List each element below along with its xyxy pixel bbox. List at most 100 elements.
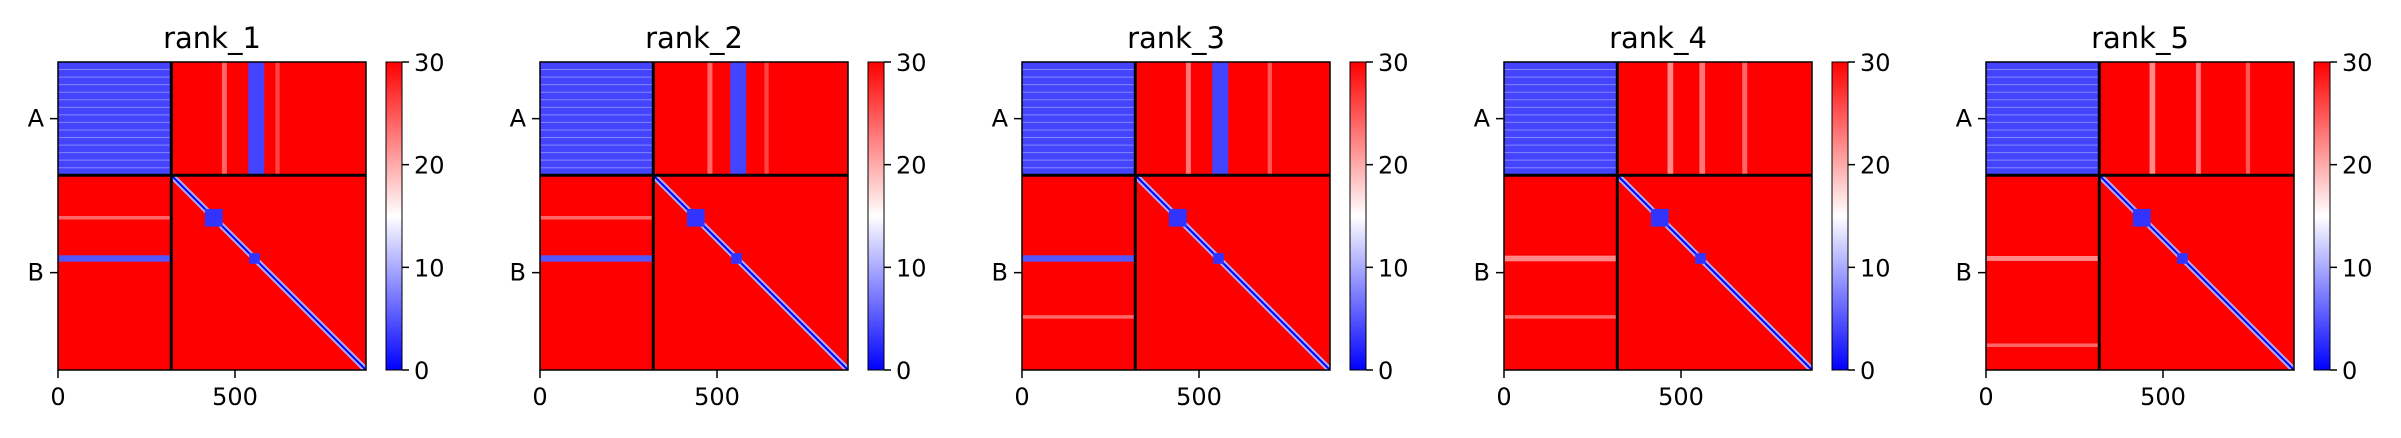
chart-title: rank_5 xyxy=(2091,21,2189,55)
heatmap-body xyxy=(1504,62,1812,370)
contact-square xyxy=(731,253,742,264)
chart-title: rank_3 xyxy=(1127,21,1225,55)
vertical-stripe xyxy=(730,62,747,176)
x-tick-label: 500 xyxy=(2140,383,2186,411)
colorbar-tick-label: 10 xyxy=(414,254,445,282)
chain-label: A xyxy=(992,105,1009,133)
chart-title: rank_2 xyxy=(645,21,743,55)
block-ba xyxy=(1022,175,1136,370)
diagonal-line xyxy=(1134,174,1330,370)
colorbar-tick-label: 10 xyxy=(896,254,927,282)
x-tick-label: 500 xyxy=(212,383,258,411)
x-tick-label: 500 xyxy=(1176,383,1222,411)
chain-label: B xyxy=(1956,259,1972,287)
horizontal-stripe xyxy=(1022,255,1136,262)
heatmap-body xyxy=(540,62,848,370)
colorbar-tick-label: 30 xyxy=(1378,49,1409,77)
colorbar-frame xyxy=(385,61,403,371)
colorbar-frame xyxy=(1349,61,1367,371)
axes-frame xyxy=(539,61,849,371)
vertical-stripe xyxy=(248,62,265,176)
horizontal-stripe xyxy=(58,216,172,220)
heatmap-body xyxy=(1986,62,2294,370)
vertical-stripe xyxy=(1185,62,1191,176)
x-tick-label: 500 xyxy=(1658,383,1704,411)
contact-square xyxy=(1168,208,1187,227)
horizontal-stripe xyxy=(1986,343,2100,347)
contact-square xyxy=(2132,208,2151,227)
contact-square xyxy=(1213,253,1224,264)
block-ab xyxy=(1135,62,1330,176)
colorbar-tick-label: 0 xyxy=(1860,357,1875,385)
heatmap-body xyxy=(58,62,366,370)
heatmap-panel-2: rank_2 0 500 A B 0 10 20 30 xyxy=(510,21,927,411)
horizontal-stripe xyxy=(1986,256,2100,261)
heatmap-panel-3: rank_3 0 500 A B 0 10 20 30 xyxy=(992,21,1409,411)
vertical-stripe xyxy=(1742,62,1748,176)
colorbar xyxy=(1832,62,1848,370)
contact-square xyxy=(204,208,223,227)
horizontal-stripe xyxy=(540,255,654,262)
heatmap-panel-1: rank_1 0 500 A B 0 10 20 30 xyxy=(28,21,445,411)
chain-label: B xyxy=(28,259,44,287)
block-aa xyxy=(58,62,172,176)
colorbar xyxy=(1350,62,1366,370)
colorbar-frame xyxy=(1831,61,1849,371)
vertical-stripe xyxy=(764,62,769,176)
chain-label: B xyxy=(992,259,1008,287)
x-tick-label: 500 xyxy=(694,383,740,411)
vertical-stripe xyxy=(2195,62,2201,176)
colorbar-tick-label: 30 xyxy=(414,49,445,77)
chain-label: A xyxy=(510,105,527,133)
vertical-stripe xyxy=(275,62,280,176)
horizontal-stripe xyxy=(1504,315,1618,319)
block-aa xyxy=(1986,62,2100,176)
diagonal-line xyxy=(652,174,848,370)
colorbar-frame xyxy=(2313,61,2331,371)
chain-label: B xyxy=(1474,259,1490,287)
block-ba xyxy=(1986,175,2100,370)
heatmap-panel-5: rank_5 0 500 A B 0 10 20 30 xyxy=(1956,21,2373,411)
colorbar-tick-label: 20 xyxy=(414,152,445,180)
colorbar-tick-label: 20 xyxy=(1378,152,1409,180)
heatmap-panel-4: rank_4 0 500 A B 0 10 20 30 xyxy=(1474,21,1891,411)
colorbar-tick-label: 20 xyxy=(896,152,927,180)
x-tick-label: 0 xyxy=(50,383,65,411)
contact-square xyxy=(2177,253,2188,264)
colorbar-tick-label: 10 xyxy=(1860,254,1891,282)
colorbar-tick-label: 0 xyxy=(896,357,911,385)
block-ab xyxy=(1617,62,1812,176)
block-ba xyxy=(540,175,654,370)
block-ab xyxy=(653,62,848,176)
x-tick-label: 0 xyxy=(1014,383,1029,411)
axes-frame xyxy=(57,61,367,371)
heatmap-body xyxy=(1022,62,1330,370)
colorbar-tick-label: 10 xyxy=(2342,254,2373,282)
horizontal-stripe xyxy=(58,255,172,262)
chart-title: rank_1 xyxy=(163,21,261,55)
vertical-stripe xyxy=(1667,62,1674,176)
colorbar-tick-label: 20 xyxy=(1860,152,1891,180)
horizontal-stripe xyxy=(1022,315,1136,319)
block-aa xyxy=(1022,62,1136,176)
chain-label: A xyxy=(1956,105,1973,133)
diagonal-line xyxy=(2098,174,2294,370)
colorbar xyxy=(386,62,402,370)
contact-square xyxy=(686,208,705,227)
colorbar xyxy=(2314,62,2330,370)
x-tick-label: 0 xyxy=(532,383,547,411)
x-tick-label: 0 xyxy=(1496,383,1511,411)
x-tick-label: 0 xyxy=(1978,383,1993,411)
block-ba xyxy=(58,175,172,370)
colorbar-tick-label: 30 xyxy=(896,49,927,77)
vertical-stripe xyxy=(707,62,713,176)
colorbar-tick-label: 20 xyxy=(2342,152,2373,180)
colorbar-tick-label: 0 xyxy=(2342,357,2357,385)
block-ab xyxy=(171,62,366,176)
chain-label: B xyxy=(510,259,526,287)
chain-label: A xyxy=(28,105,45,133)
vertical-stripe xyxy=(2245,62,2251,176)
axes-frame xyxy=(1985,61,2295,371)
contact-square xyxy=(1695,253,1706,264)
